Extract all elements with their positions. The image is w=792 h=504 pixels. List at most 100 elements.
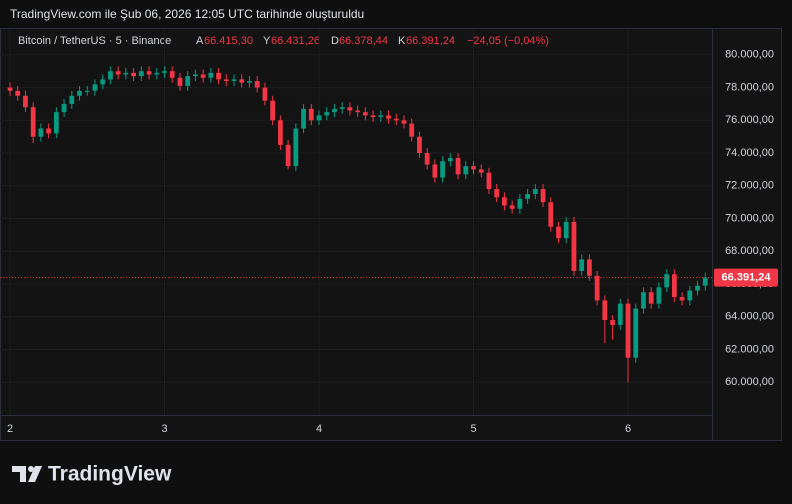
candle-body: [617, 303, 623, 325]
candle-body: [424, 153, 430, 165]
change: −24,05 (−0,04%): [467, 35, 549, 47]
candle-body: [347, 107, 353, 111]
candle-body: [671, 274, 677, 298]
candle-body: [146, 71, 152, 75]
candle-body: [185, 76, 191, 86]
candle-body: [53, 112, 59, 134]
candle-body: [301, 108, 306, 129]
candle-body: [193, 74, 198, 77]
candle-body: [517, 198, 523, 209]
candle-body: [540, 189, 546, 203]
candle-body: [239, 79, 245, 83]
ohlc-key: A: [196, 35, 204, 47]
candle-body: [231, 79, 237, 82]
candle-body: [641, 292, 646, 309]
candle-body: [200, 74, 206, 78]
candle-body: [687, 290, 693, 301]
ohlc-key: Y: [263, 35, 271, 47]
candle-body: [378, 115, 384, 118]
candle-body: [409, 123, 415, 137]
candle-body: [355, 110, 361, 113]
candle-body: [154, 72, 160, 75]
candle-body: [478, 169, 484, 173]
legend: Bitcoin / TetherUS · 5 · Binance A 66.415…: [18, 35, 549, 47]
candle-body: [277, 120, 283, 145]
candle-body: [648, 292, 654, 304]
candle-body: [447, 157, 453, 162]
x-tick-label: 3: [161, 423, 167, 435]
candle-body: [602, 300, 608, 321]
candle-body: [77, 90, 82, 96]
candle-body: [386, 115, 391, 119]
ohlc-value: 66.415,30: [204, 35, 253, 47]
candle-body: [285, 144, 291, 167]
x-tick-label: 6: [625, 423, 631, 435]
candle-body: [69, 95, 75, 104]
logo: TradingView: [12, 463, 172, 486]
candle-body: [115, 71, 121, 75]
logo-slash: [28, 466, 42, 482]
x-tick-label: 2: [7, 423, 13, 435]
candle-body: [169, 71, 175, 78]
candle-body: [532, 189, 538, 194]
candle-body: [162, 71, 167, 73]
candle-body: [270, 100, 276, 121]
candle-body: [177, 77, 183, 86]
candle-body: [563, 221, 569, 239]
candle-body: [38, 128, 44, 137]
candle-body: [84, 90, 90, 92]
candle-body: [216, 72, 221, 80]
last-price-label: 66.391,24: [722, 272, 772, 284]
candle-body: [131, 72, 136, 77]
y-tick-label: 64.000,00: [725, 311, 774, 323]
candle-body: [494, 189, 500, 198]
candle-body: [695, 285, 700, 291]
candle-body: [610, 320, 615, 325]
ohlc-key: K: [398, 35, 406, 47]
ohlc-key: D: [331, 35, 339, 47]
x-tick-label: 5: [470, 423, 476, 435]
candle-body: [332, 108, 337, 113]
candle-body: [486, 172, 492, 190]
chart-panel: [0, 28, 782, 441]
candle-body: [571, 221, 577, 271]
candle-body: [587, 259, 592, 276]
candle-body: [262, 87, 268, 101]
candle-body: [108, 71, 113, 80]
y-tick-label: 74.000,00: [725, 147, 774, 159]
candle-body: [254, 81, 260, 88]
candle-body: [455, 157, 461, 175]
candle-body: [223, 79, 229, 82]
candle-body: [509, 205, 515, 209]
y-tick-label: 78.000,00: [725, 81, 774, 93]
brand: TradingView: [48, 463, 172, 486]
candle-body: [362, 112, 368, 116]
candle-body: [664, 274, 670, 288]
candle-body: [548, 202, 554, 227]
candle-body: [61, 103, 67, 113]
ohlc-value: 66.431,26: [271, 35, 320, 47]
candle-body: [393, 118, 399, 121]
y-tick-label: 80.000,00: [725, 49, 774, 61]
candle-body: [401, 120, 407, 124]
candle-body: [30, 107, 36, 137]
candle-body: [123, 72, 129, 75]
logo-dot: [28, 466, 34, 472]
candle-body: [432, 164, 438, 178]
plot: 60.000,0062.000,0064.000,0066.000,0068.0…: [0, 29, 778, 435]
candle-body: [440, 161, 446, 178]
candle-body: [7, 87, 13, 91]
candle-body: [579, 259, 585, 271]
ohlc-value: 66.391,24: [406, 35, 455, 47]
candle-body: [339, 107, 345, 109]
candle-body: [633, 308, 639, 358]
candle-body: [15, 90, 21, 96]
candle-body: [92, 84, 98, 91]
y-tick-label: 68.000,00: [725, 245, 774, 257]
candle-body: [100, 79, 106, 85]
y-tick-label: 62.000,00: [725, 343, 774, 355]
candle-body: [417, 136, 422, 154]
candle-body: [594, 275, 600, 301]
